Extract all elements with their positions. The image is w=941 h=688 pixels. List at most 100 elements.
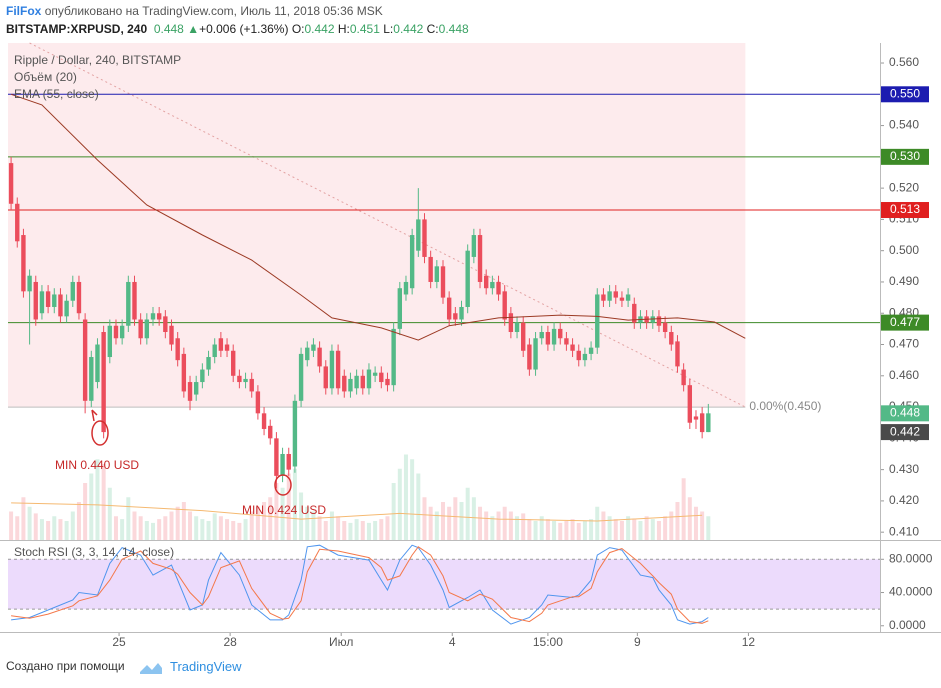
logo-shape (140, 663, 162, 674)
candle-body (206, 357, 211, 370)
candle-body (311, 344, 316, 351)
x-tick-label: Июл (329, 635, 353, 649)
price-tag-label: 0.442 (890, 424, 920, 438)
volume-bar (607, 516, 612, 540)
candle-body (261, 413, 267, 429)
footer: Создано при помощи TradingView (6, 659, 242, 674)
y-tick-label: 0.540 (889, 118, 919, 132)
volume-bar (292, 468, 297, 540)
volume-bar (15, 516, 20, 540)
change: +0.006 (+1.36%) (199, 22, 289, 36)
candle-body (625, 294, 631, 301)
candle-body (706, 413, 711, 433)
volume-bar (681, 478, 686, 540)
candle-body (360, 375, 365, 389)
candle-body (181, 353, 187, 392)
annotation: MIN 0.424 USD (242, 503, 326, 517)
volume-bar (687, 497, 692, 540)
volume-bar (700, 511, 705, 540)
footer-created: Создано при помощи (6, 659, 125, 673)
volume-bar (299, 492, 304, 540)
candle-body (305, 347, 310, 361)
stoch-tick-label: 0.0000 (889, 618, 926, 632)
candle-body (564, 338, 569, 345)
x-tick-label: 9 (634, 635, 641, 649)
annotation: MIN 0.440 USD (55, 458, 139, 472)
volume-bar (465, 487, 470, 540)
candle-body (107, 325, 113, 358)
volume-bar (39, 519, 44, 540)
stoch-line (11, 546, 709, 624)
volume-bar (274, 483, 279, 540)
legend-stoch: Stoch RSI (3, 3, 14, 14, close) (14, 545, 174, 559)
volume-bar (329, 511, 334, 540)
volume-bar (120, 519, 125, 540)
candle-body (218, 338, 224, 351)
candle-body (45, 291, 51, 307)
x-tick-label: 25 (112, 635, 126, 649)
background-layer: 0.5600.5500.5400.5300.5200.5100.5000.490… (8, 42, 933, 649)
x-tick-label: 15:00 (533, 635, 563, 649)
candle-body (453, 313, 458, 320)
candle-body (150, 313, 156, 320)
stoch-line (11, 544, 709, 625)
volume-bar (564, 521, 569, 540)
legend-volume: Объём (20) (14, 70, 77, 84)
volume-bar (416, 473, 421, 540)
stoch-tick-label: 40.0000 (889, 585, 933, 599)
fib-label: 0.00%(0.450) (749, 399, 821, 413)
volume-bar (181, 502, 186, 540)
volume-bar (64, 521, 69, 540)
volume-bar (175, 506, 180, 540)
candle-body (539, 332, 544, 339)
candle-body (490, 281, 495, 289)
volume-bar (144, 521, 149, 540)
y-tick-label: 0.560 (889, 55, 919, 69)
level-tag-label: 0.513 (890, 202, 920, 216)
volume-bar (70, 511, 75, 540)
volume-bar (249, 511, 254, 540)
candle-body (58, 294, 63, 317)
price-layer (8, 93, 746, 625)
volume-bar (601, 511, 606, 540)
x-tick-label: 28 (223, 635, 237, 649)
candle-body (132, 281, 137, 320)
overlay-layer: 0.00%(0.450) 0.550 0.530 0.513 0.477 0.448 0.4… (749, 86, 929, 441)
volume-bar (521, 513, 526, 540)
candle-body (237, 375, 242, 383)
candle-body (274, 438, 279, 476)
candle-body (440, 266, 446, 298)
candle-body (89, 357, 94, 401)
candle-body (193, 382, 199, 395)
footer-brand[interactable]: TradingView (170, 659, 242, 674)
volume-bar (46, 521, 51, 540)
volume-bar (212, 513, 217, 540)
volume-bar (663, 516, 668, 540)
ohlc-label: H: (337, 22, 350, 36)
candle-body (588, 347, 594, 354)
candle-body (33, 281, 38, 320)
volume-bar (225, 519, 230, 540)
volume-bar (218, 516, 223, 540)
candle-body (428, 256, 433, 282)
candle-body (533, 338, 538, 370)
ohlc-label: O: (291, 22, 305, 36)
volume-bar (441, 502, 445, 540)
level-tag-label: 0.550 (890, 86, 920, 100)
volume-bar (237, 522, 242, 540)
volume-bar (656, 521, 661, 540)
volume-bar (422, 497, 427, 540)
candle-body (224, 344, 230, 351)
volume-ma (11, 502, 703, 522)
volume-bar (706, 516, 711, 540)
candle-body (385, 378, 390, 386)
candle-body (335, 350, 341, 389)
level-tag (881, 314, 929, 331)
y-tick-label: 0.490 (889, 274, 919, 288)
candle-body (459, 306, 464, 320)
volume-bar (428, 506, 433, 540)
volume-bar (447, 506, 452, 540)
ohlc-value: 0.451 (349, 22, 380, 36)
candle-body (119, 325, 125, 339)
